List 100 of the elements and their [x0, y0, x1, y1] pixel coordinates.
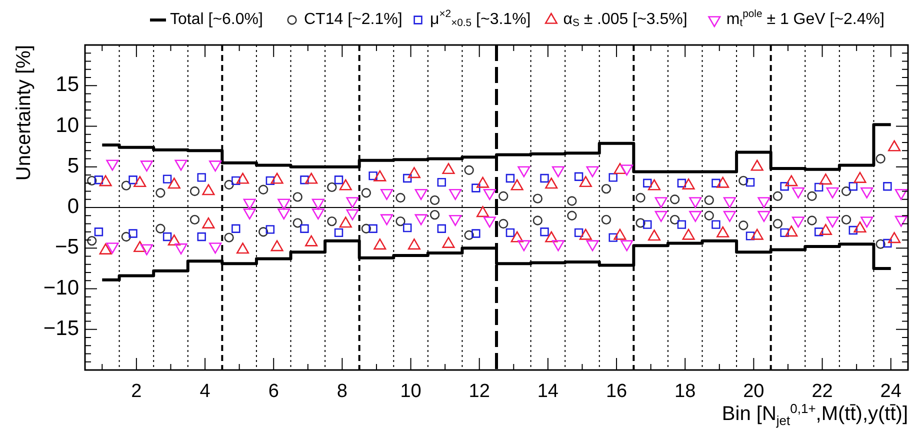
point — [704, 210, 714, 220]
point — [540, 174, 549, 183]
point — [510, 231, 524, 242]
legend-label: m$_{t}$$^{pole}$ ± 1 GeV [~2.4%] — [726, 9, 884, 30]
point — [327, 216, 337, 226]
point — [368, 171, 378, 180]
point — [361, 224, 372, 234]
point — [636, 218, 646, 228]
point — [814, 182, 824, 192]
point — [374, 238, 386, 250]
point — [780, 182, 789, 191]
point — [292, 192, 302, 202]
point — [814, 228, 824, 236]
point — [430, 210, 440, 220]
point — [94, 176, 104, 184]
point — [792, 187, 805, 198]
point — [888, 232, 901, 244]
point — [368, 224, 378, 233]
point — [712, 178, 720, 188]
y-tick-label: 10 — [56, 114, 79, 137]
point — [99, 243, 112, 254]
point — [472, 184, 480, 192]
point — [876, 239, 886, 249]
point — [532, 194, 542, 204]
point — [648, 230, 661, 241]
point — [156, 188, 166, 198]
point — [545, 231, 558, 242]
x-tick-label: 12 — [468, 381, 490, 402]
legend-label: α$_{S}$ ± .005 [~3.5%] — [563, 11, 688, 30]
point — [174, 160, 188, 171]
point — [854, 221, 866, 233]
point — [430, 195, 440, 206]
point — [224, 232, 234, 242]
point — [232, 224, 240, 233]
point — [380, 188, 394, 200]
point — [579, 228, 592, 240]
point — [209, 160, 222, 172]
point — [300, 176, 309, 184]
point — [168, 234, 180, 246]
point — [670, 194, 680, 204]
point — [300, 224, 309, 233]
point — [518, 166, 530, 178]
point — [608, 173, 618, 182]
point — [402, 223, 412, 232]
point — [586, 166, 599, 178]
point — [236, 242, 250, 254]
point — [567, 210, 577, 220]
point — [894, 188, 908, 200]
point — [750, 228, 764, 240]
x-tick-label: 20 — [743, 381, 764, 402]
point — [197, 232, 206, 242]
x-tick-label: 22 — [812, 381, 833, 402]
x-tick-label: 14 — [537, 381, 559, 402]
y-tick-label: 0 — [67, 195, 79, 218]
point — [807, 191, 817, 201]
point — [682, 228, 695, 240]
point — [292, 218, 302, 228]
point — [506, 174, 515, 183]
point — [87, 176, 97, 186]
y-tick-label: 5 — [67, 154, 79, 178]
point — [704, 195, 714, 206]
point — [738, 220, 748, 230]
legend-label: CT14 [~2.1%] — [304, 11, 402, 28]
point — [106, 160, 119, 171]
point — [334, 228, 344, 238]
x-tick-label: 24 — [880, 381, 902, 402]
point — [819, 224, 832, 235]
legend-label: μ$^{×2}$$_{×0.5}$ [~3.1%] — [430, 9, 531, 30]
point — [402, 174, 412, 183]
point — [121, 232, 131, 242]
y-tick-label: −15 — [43, 316, 79, 340]
point — [567, 196, 577, 206]
point — [472, 229, 480, 238]
point — [162, 174, 172, 184]
point — [498, 191, 508, 201]
point — [266, 225, 275, 234]
point — [552, 166, 565, 178]
y-tick-label: −5 — [55, 236, 79, 259]
point — [841, 214, 852, 225]
point — [608, 233, 618, 242]
point — [94, 228, 104, 236]
point — [860, 187, 874, 198]
x-tick-label: 18 — [674, 381, 696, 402]
point — [540, 228, 549, 236]
point — [202, 217, 215, 228]
point — [746, 232, 755, 240]
point — [128, 176, 138, 184]
point — [442, 236, 455, 248]
point — [162, 232, 172, 242]
point — [140, 160, 154, 172]
point — [224, 180, 234, 190]
point — [643, 178, 652, 188]
point — [614, 228, 626, 240]
point — [414, 188, 428, 200]
point — [476, 206, 490, 218]
point — [677, 178, 686, 188]
point — [121, 180, 131, 190]
x-tick-label: 10 — [400, 381, 422, 402]
point — [780, 228, 789, 238]
x-tick-label: 8 — [336, 381, 348, 402]
